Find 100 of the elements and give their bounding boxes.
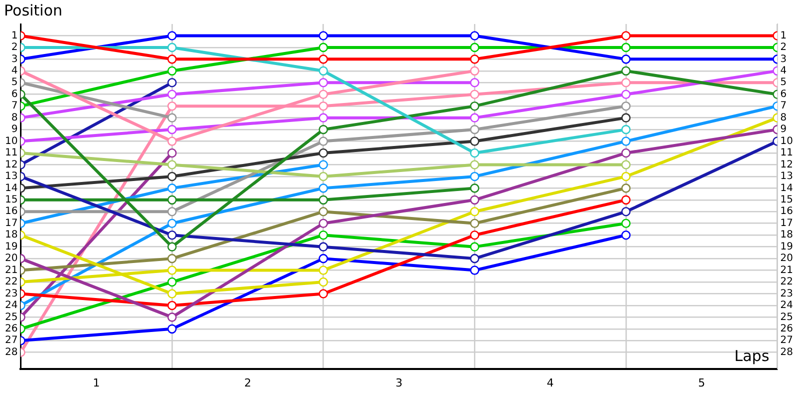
point <box>621 172 631 182</box>
x-tick-label: 3 <box>396 376 402 390</box>
point <box>167 160 177 170</box>
point <box>621 54 631 64</box>
point <box>167 266 177 275</box>
point <box>167 124 177 134</box>
y2-tick-label: 17 <box>780 218 794 229</box>
point <box>470 42 480 52</box>
point <box>470 172 480 182</box>
point <box>470 218 480 228</box>
y-tick-label: 4 <box>11 66 18 77</box>
y-tick-label: 3 <box>11 54 18 65</box>
y-tick-label: 26 <box>4 324 18 335</box>
point <box>318 148 328 158</box>
x-tick-label: 4 <box>546 376 554 390</box>
point <box>621 136 631 146</box>
y2-tick-label: 5 <box>780 77 787 88</box>
y2-tick-label: 1 <box>780 30 787 42</box>
y-tick-label: 17 <box>4 218 18 229</box>
point <box>318 195 328 205</box>
point <box>470 206 480 216</box>
y2-tick-label: 9 <box>780 124 787 136</box>
y2-tick-label: 26 <box>780 324 794 335</box>
point <box>167 101 177 111</box>
point <box>621 230 631 240</box>
y2-tick-label: 24 <box>780 300 794 312</box>
y2-tick-label: 14 <box>780 182 794 194</box>
point <box>167 277 177 287</box>
y-tick-label: 2 <box>11 42 18 54</box>
y2-tick-label: 23 <box>780 288 794 300</box>
y2-tick-label: 8 <box>780 112 787 124</box>
point <box>167 289 177 298</box>
point <box>470 242 480 252</box>
y2-tick-label: 22 <box>780 276 794 288</box>
point <box>621 31 631 40</box>
x-tick-label: 5 <box>698 376 706 390</box>
point <box>318 90 328 100</box>
point <box>470 113 480 122</box>
y2-tick-label: 2 <box>780 42 787 54</box>
point <box>167 218 177 228</box>
y2-tick-label: 15 <box>780 194 794 206</box>
y2-tick-label: 16 <box>780 206 794 218</box>
point <box>470 31 480 40</box>
point <box>621 90 631 100</box>
y2-tick-label: 13 <box>780 171 794 182</box>
point <box>318 160 328 170</box>
y-tick-label: 16 <box>4 206 18 218</box>
point <box>167 172 177 182</box>
point <box>621 66 631 76</box>
y2-tick-label: 7 <box>780 100 787 112</box>
point <box>167 300 177 310</box>
point <box>318 136 328 146</box>
point <box>167 54 177 64</box>
y-tick-label: 27 <box>4 335 18 346</box>
point <box>318 42 328 52</box>
y-tick-label: 10 <box>4 136 18 147</box>
y2-tick-label: 10 <box>780 136 794 147</box>
point <box>318 78 328 88</box>
point <box>318 172 328 182</box>
y-tick-label: 20 <box>4 253 18 264</box>
y-tick-label: 19 <box>4 241 18 252</box>
y-tick-label: 11 <box>4 148 18 159</box>
y-tick-label: 1 <box>11 30 18 42</box>
point <box>167 242 177 252</box>
y2-tick-label: 4 <box>780 66 787 77</box>
point <box>318 277 328 287</box>
point <box>470 54 480 64</box>
y-tick-label: 6 <box>11 88 18 100</box>
y2-tick-label: 20 <box>780 253 794 264</box>
point <box>470 136 480 146</box>
point <box>318 206 328 216</box>
y-tick-label: 12 <box>4 159 18 170</box>
point <box>318 101 328 111</box>
point <box>167 195 177 205</box>
point <box>318 218 328 228</box>
y2-tick-label: 6 <box>780 88 787 100</box>
point <box>167 230 177 240</box>
point <box>621 113 631 122</box>
point <box>318 242 328 252</box>
point <box>470 90 480 100</box>
point <box>167 254 177 264</box>
y-tick-label: 23 <box>4 288 18 300</box>
point <box>621 101 631 111</box>
point <box>318 254 328 264</box>
y-tick-label: 14 <box>4 182 18 194</box>
y2-tick-label: 18 <box>780 230 794 241</box>
y2-tick-label: 19 <box>780 241 794 252</box>
point <box>167 206 177 216</box>
point <box>318 184 328 193</box>
y-tick-label: 25 <box>4 312 18 323</box>
point <box>318 289 328 298</box>
y-tick-label: 22 <box>4 276 18 288</box>
y-tick-label: 13 <box>4 171 18 182</box>
point <box>470 184 480 193</box>
point <box>318 124 328 134</box>
y2-tick-label: 11 <box>780 148 794 159</box>
y2-tick-label: 21 <box>780 264 794 276</box>
y-axis-title: Position <box>4 1 62 20</box>
point <box>470 78 480 88</box>
point <box>318 54 328 64</box>
